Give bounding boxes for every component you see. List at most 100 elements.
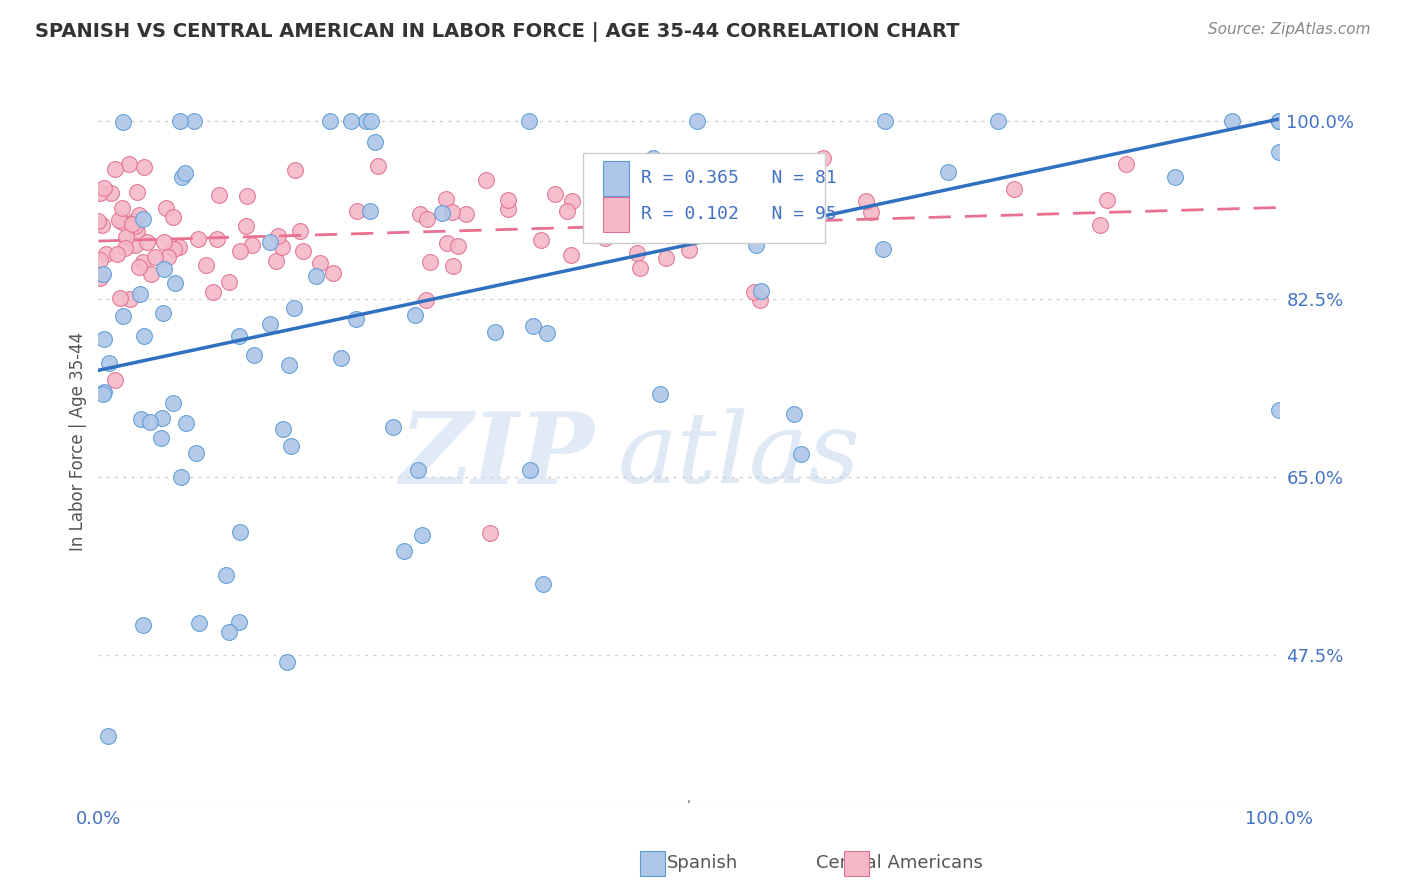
Point (360, 204, 382, 219)
Point (346, 203, 368, 218)
Point (1163, 170, 1185, 185)
Point (873, 114, 896, 128)
Y-axis label: In Labor Force | Age 35-44: In Labor Force | Age 35-44 (69, 332, 87, 551)
Point (648, 387, 671, 401)
Point (218, 624, 240, 639)
Point (155, 202, 177, 216)
Point (544, 187, 567, 202)
Point (228, 615, 250, 629)
Point (860, 204, 883, 219)
Point (441, 259, 464, 273)
Point (872, 242, 894, 256)
Point (408, 463, 430, 477)
Text: Spanish: Spanish (668, 855, 738, 872)
Point (162, 211, 184, 225)
Point (654, 251, 676, 265)
Text: R = 0.102   N = 95: R = 0.102 N = 95 (641, 205, 837, 223)
Point (530, 233, 553, 247)
Point (749, 284, 772, 298)
Point (522, 318, 544, 333)
Text: ZIP: ZIP (399, 408, 595, 504)
Point (531, 576, 554, 591)
Point (1220, 114, 1243, 128)
Point (188, 615, 211, 630)
Point (855, 194, 877, 209)
Point (202, 285, 225, 299)
Point (367, 159, 389, 173)
Point (284, 162, 307, 177)
Point (309, 256, 332, 270)
Point (100, 186, 122, 200)
Point (404, 308, 426, 322)
Point (1002, 182, 1025, 196)
Point (305, 269, 328, 284)
Point (454, 207, 477, 221)
Point (1268, 145, 1291, 160)
Point (108, 213, 131, 227)
Point (440, 204, 463, 219)
Point (676, 190, 699, 204)
Point (187, 232, 209, 246)
Point (259, 318, 281, 332)
Point (89, 186, 111, 200)
Point (496, 194, 519, 208)
Point (1268, 114, 1291, 128)
Point (517, 114, 540, 128)
Point (125, 185, 148, 199)
Point (132, 212, 155, 227)
Point (93, 181, 115, 195)
Point (447, 239, 470, 253)
Point (194, 258, 217, 272)
Point (264, 254, 287, 268)
Point (936, 165, 959, 179)
Point (292, 244, 315, 259)
Point (121, 217, 143, 231)
Point (128, 287, 150, 301)
Point (93, 332, 115, 346)
Bar (603, 197, 628, 232)
Point (91, 267, 114, 281)
Point (89, 271, 111, 285)
Point (360, 114, 382, 128)
Bar (603, 161, 628, 196)
Point (111, 309, 134, 323)
Point (139, 268, 162, 282)
Point (364, 136, 387, 150)
Point (749, 293, 772, 307)
Point (207, 188, 229, 202)
Text: Source: ZipAtlas.com: Source: ZipAtlas.com (1208, 22, 1371, 37)
Point (277, 359, 299, 373)
Point (1268, 114, 1291, 128)
Point (475, 173, 498, 187)
Point (561, 194, 583, 208)
Point (290, 224, 312, 238)
Point (115, 229, 138, 244)
Point (132, 617, 155, 632)
Point (229, 524, 252, 539)
Point (267, 229, 290, 244)
Point (118, 156, 141, 170)
Point (641, 151, 664, 165)
Point (1268, 403, 1291, 417)
Point (120, 292, 142, 306)
Point (236, 189, 259, 203)
Point (283, 301, 305, 316)
Point (408, 207, 430, 221)
Point (434, 192, 457, 206)
Point (243, 348, 266, 362)
Point (150, 411, 173, 425)
Point (436, 235, 458, 250)
Point (218, 275, 240, 289)
Point (690, 191, 713, 205)
Point (800, 184, 823, 198)
Point (91, 386, 114, 401)
Point (152, 306, 174, 320)
Point (322, 266, 344, 280)
Point (162, 396, 184, 410)
Point (745, 238, 768, 252)
FancyBboxPatch shape (582, 153, 825, 243)
Point (240, 238, 263, 252)
Point (555, 204, 578, 219)
Point (496, 202, 519, 217)
Point (742, 285, 765, 299)
